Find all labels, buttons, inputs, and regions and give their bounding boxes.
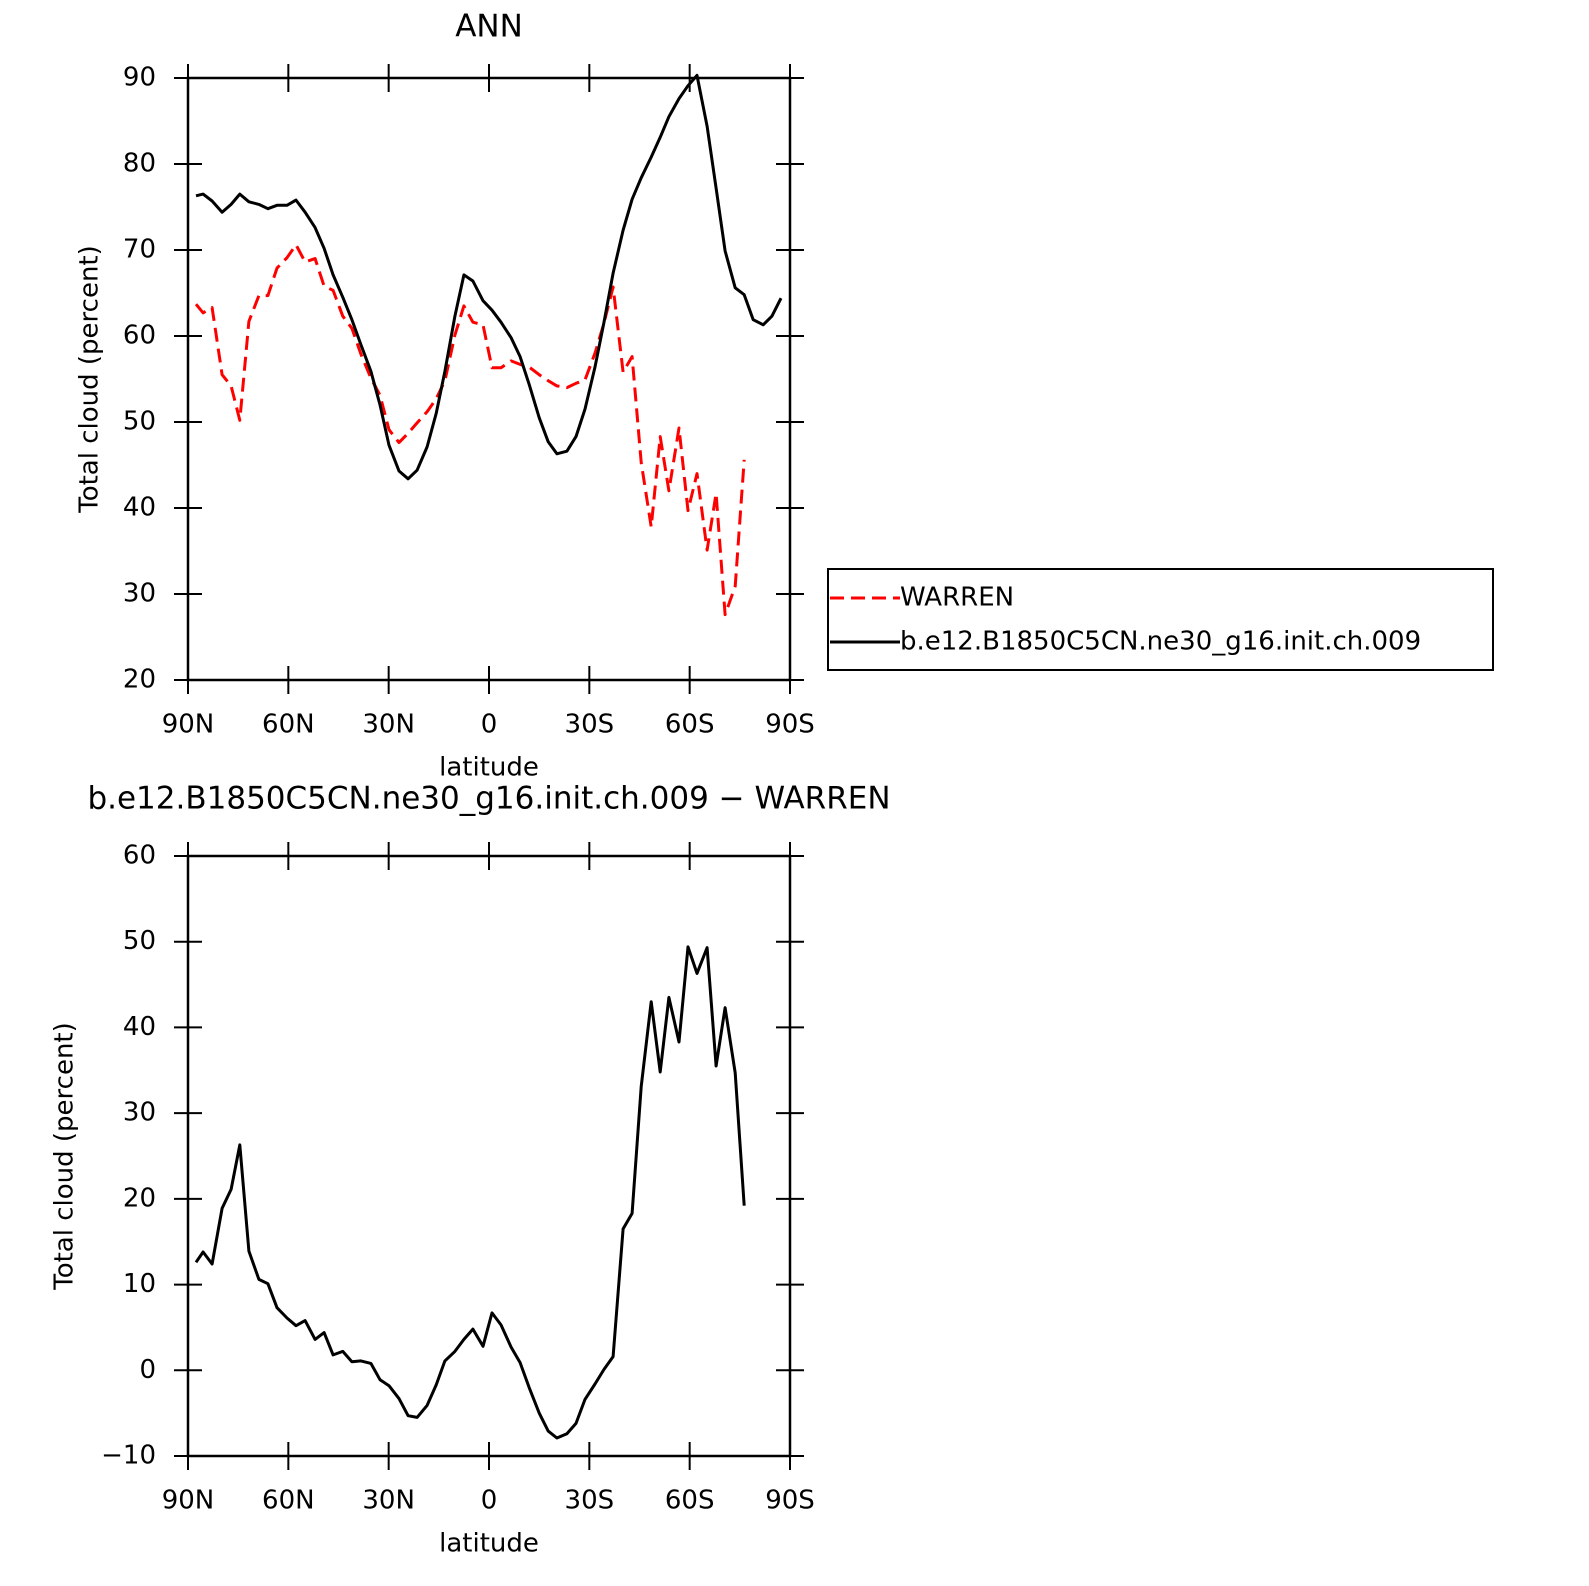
y-tick-label: 70: [123, 235, 156, 265]
x-axis-label: latitude: [439, 1529, 539, 1559]
x-tick-label: 0: [481, 710, 498, 740]
y-tick-label: 20: [123, 1183, 156, 1213]
y-tick-label: 60: [123, 321, 156, 351]
x-tick-label: 90S: [765, 1486, 815, 1516]
y-tick-label: 50: [123, 926, 156, 956]
y-tick-label: 20: [123, 665, 156, 695]
x-tick-label: 60S: [665, 710, 715, 740]
y-tick-label: 30: [123, 579, 156, 609]
legend-label: b.e12.B1850C5CN.ne30_g16.init.ch.009: [900, 627, 1421, 657]
y-tick-label: 40: [123, 493, 156, 523]
y-axis-label: Total cloud (percent): [50, 1022, 80, 1291]
x-tick-label: 30S: [565, 1486, 615, 1516]
x-axis-label: latitude: [439, 753, 539, 783]
x-tick-label: 60N: [262, 710, 315, 740]
y-tick-label: 0: [139, 1355, 156, 1385]
y-tick-label: 60: [123, 841, 156, 871]
y-tick-label: 90: [123, 63, 156, 93]
plot-frame: [186, 854, 792, 1458]
data-line: [194, 243, 746, 617]
data-line: [195, 73, 783, 481]
y-tick-label: 30: [123, 1098, 156, 1128]
plot-frame: [186, 76, 792, 682]
y-axis-label: Total cloud (percent): [75, 245, 105, 514]
x-tick-label: 90N: [162, 710, 215, 740]
x-tick-label: 0: [481, 1486, 498, 1516]
chart-title: b.e12.B1850C5CN.ne30_g16.init.ch.009 − W…: [87, 781, 890, 817]
y-tick-label: 10: [123, 1269, 156, 1299]
x-tick-label: 90N: [162, 1486, 215, 1516]
y-tick-label: 80: [123, 149, 156, 179]
chart-title: ANN: [455, 9, 523, 45]
y-tick-label: −10: [101, 1441, 156, 1471]
y-tick-label: 50: [123, 407, 156, 437]
x-tick-label: 30N: [362, 710, 415, 740]
legend-box: [827, 568, 1494, 671]
x-tick-label: 60N: [262, 1486, 315, 1516]
x-tick-label: 90S: [765, 710, 815, 740]
y-tick-label: 40: [123, 1012, 156, 1042]
x-tick-label: 30S: [565, 710, 615, 740]
legend-label: WARREN: [900, 583, 1014, 613]
x-tick-label: 60S: [665, 1486, 715, 1516]
data-line: [194, 945, 746, 1440]
x-tick-label: 30N: [362, 1486, 415, 1516]
